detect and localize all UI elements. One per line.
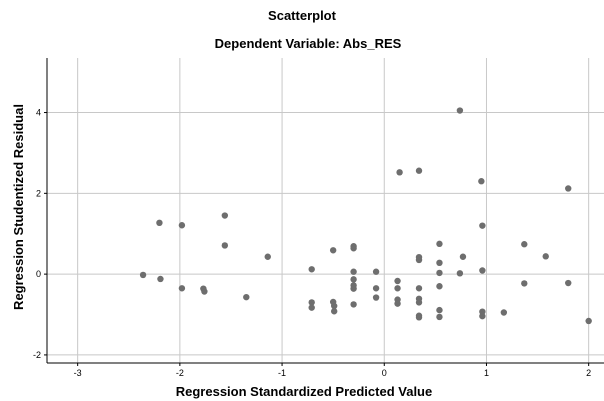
chart-title: Scatterplot — [268, 8, 337, 23]
data-point — [201, 288, 208, 295]
data-point — [139, 271, 147, 279]
x-tick-label: 0 — [382, 368, 387, 378]
data-point — [521, 241, 528, 248]
data-point — [521, 280, 528, 287]
data-point — [156, 219, 163, 227]
data-point — [565, 185, 572, 192]
x-tick-label: 1 — [484, 368, 489, 378]
data-point — [456, 270, 464, 277]
data-point — [500, 309, 508, 316]
data-point — [479, 222, 486, 229]
data-point — [178, 285, 186, 292]
data-point — [436, 313, 443, 321]
data-point — [264, 253, 271, 260]
data-point — [415, 285, 423, 292]
x-tick-label: -2 — [176, 368, 184, 378]
data-point — [436, 269, 443, 277]
data-point — [372, 268, 380, 275]
data-point — [372, 285, 380, 292]
x-tick-labels: -3 -2 -1 0 1 2 — [74, 368, 592, 378]
data-point — [350, 301, 357, 308]
y-tick-label: -2 — [33, 350, 41, 360]
data-point — [330, 308, 338, 315]
data-point — [329, 247, 337, 254]
plot-area — [47, 58, 604, 363]
data-point — [394, 285, 401, 292]
y-tick-labels: -2 0 2 4 — [33, 108, 41, 360]
data-point — [415, 256, 423, 264]
data-point — [350, 268, 357, 275]
data-point — [394, 300, 401, 307]
data-points — [139, 107, 592, 325]
data-point — [436, 283, 443, 290]
data-point — [178, 222, 186, 229]
data-point — [330, 302, 338, 310]
data-point — [456, 107, 464, 114]
data-point — [542, 253, 549, 260]
data-point — [479, 267, 486, 274]
data-point — [243, 293, 250, 301]
axes — [44, 58, 604, 366]
data-point — [308, 266, 315, 273]
x-tick-label: 2 — [586, 368, 591, 378]
data-point — [350, 285, 357, 292]
x-tick-label: -1 — [278, 368, 286, 378]
data-point — [436, 259, 443, 267]
y-tick-label: 0 — [36, 269, 41, 279]
data-point — [396, 169, 403, 176]
grid-lines — [47, 58, 604, 363]
data-point — [415, 299, 423, 306]
data-point — [221, 242, 229, 249]
data-point — [221, 212, 229, 219]
x-tick-label: -3 — [74, 368, 82, 378]
x-axis-label: Regression Standardized Predicted Value — [176, 384, 432, 399]
data-point — [415, 314, 423, 321]
data-point — [350, 276, 357, 283]
data-point — [585, 317, 592, 325]
data-point — [372, 294, 380, 301]
data-point — [479, 308, 486, 315]
data-point — [436, 240, 443, 248]
data-point — [479, 312, 486, 320]
chart-subtitle: Dependent Variable: Abs_RES — [215, 36, 402, 51]
data-point — [478, 178, 485, 185]
data-point — [157, 275, 164, 283]
y-tick-label: 2 — [36, 188, 41, 198]
data-point — [436, 306, 443, 314]
y-tick-label: 4 — [36, 108, 41, 118]
y-axis-label: Regression Studentized Residual — [11, 104, 26, 310]
data-point — [415, 167, 423, 174]
data-point — [308, 299, 315, 306]
data-point — [350, 245, 357, 252]
data-point — [308, 304, 315, 311]
data-point — [565, 279, 572, 287]
data-point — [394, 277, 401, 285]
data-point — [459, 253, 467, 260]
